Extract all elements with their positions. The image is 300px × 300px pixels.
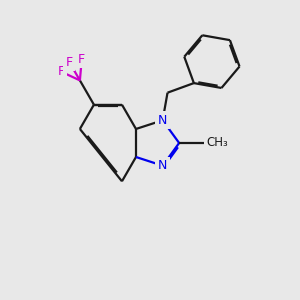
Text: F: F: [66, 56, 73, 69]
Text: F: F: [78, 53, 85, 66]
Text: CH₃: CH₃: [206, 136, 228, 149]
Text: F: F: [57, 65, 64, 78]
Text: N: N: [158, 114, 167, 127]
Text: N: N: [158, 159, 167, 172]
